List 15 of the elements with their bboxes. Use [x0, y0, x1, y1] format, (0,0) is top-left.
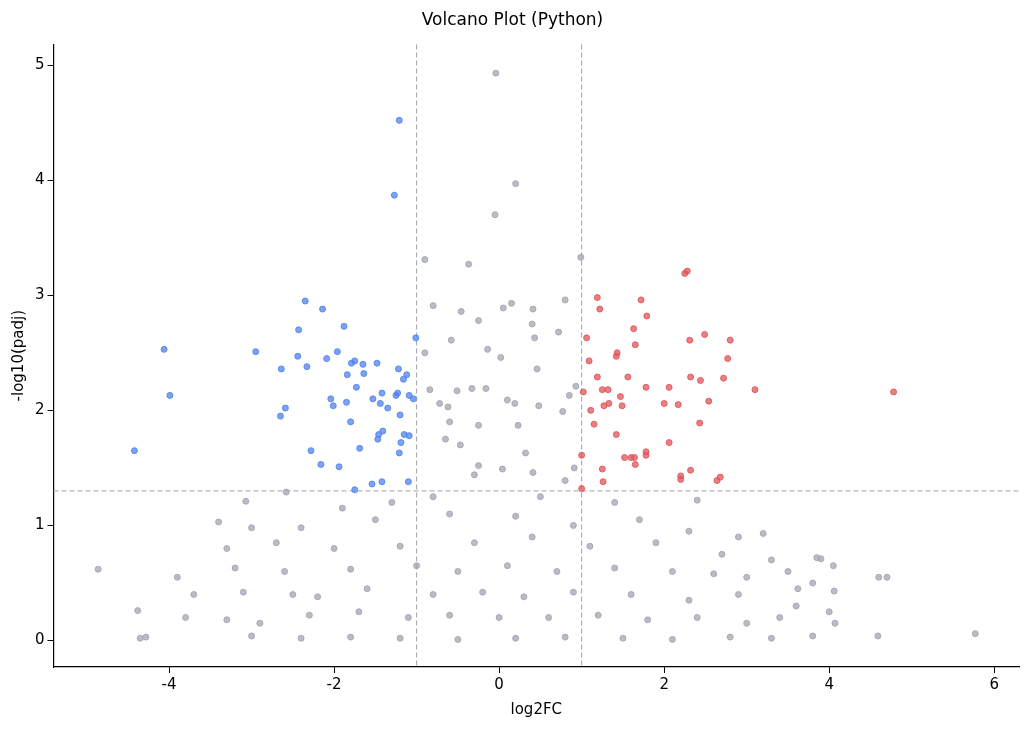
x-tick-label: 0 — [494, 674, 504, 693]
x-axis-title: log2FC — [510, 699, 563, 718]
y-tick-label: 0 — [35, 630, 45, 649]
y-tick-label: 4 — [35, 170, 45, 189]
x-tick-label: -2 — [326, 674, 342, 693]
y-tick-label: 2 — [35, 400, 45, 419]
y-tick-label: 3 — [35, 285, 45, 304]
y-tick-label: 5 — [35, 55, 45, 74]
y-tick-label: 1 — [35, 515, 45, 534]
x-tick-label: 6 — [989, 674, 1000, 693]
x-tick-label: 4 — [824, 674, 834, 693]
chart-title: Volcano Plot (Python) — [421, 8, 604, 29]
x-tick-label: -4 — [161, 674, 177, 693]
y-axis-title: -log10(padj) — [8, 309, 27, 402]
x-tick-label: 2 — [659, 674, 669, 693]
